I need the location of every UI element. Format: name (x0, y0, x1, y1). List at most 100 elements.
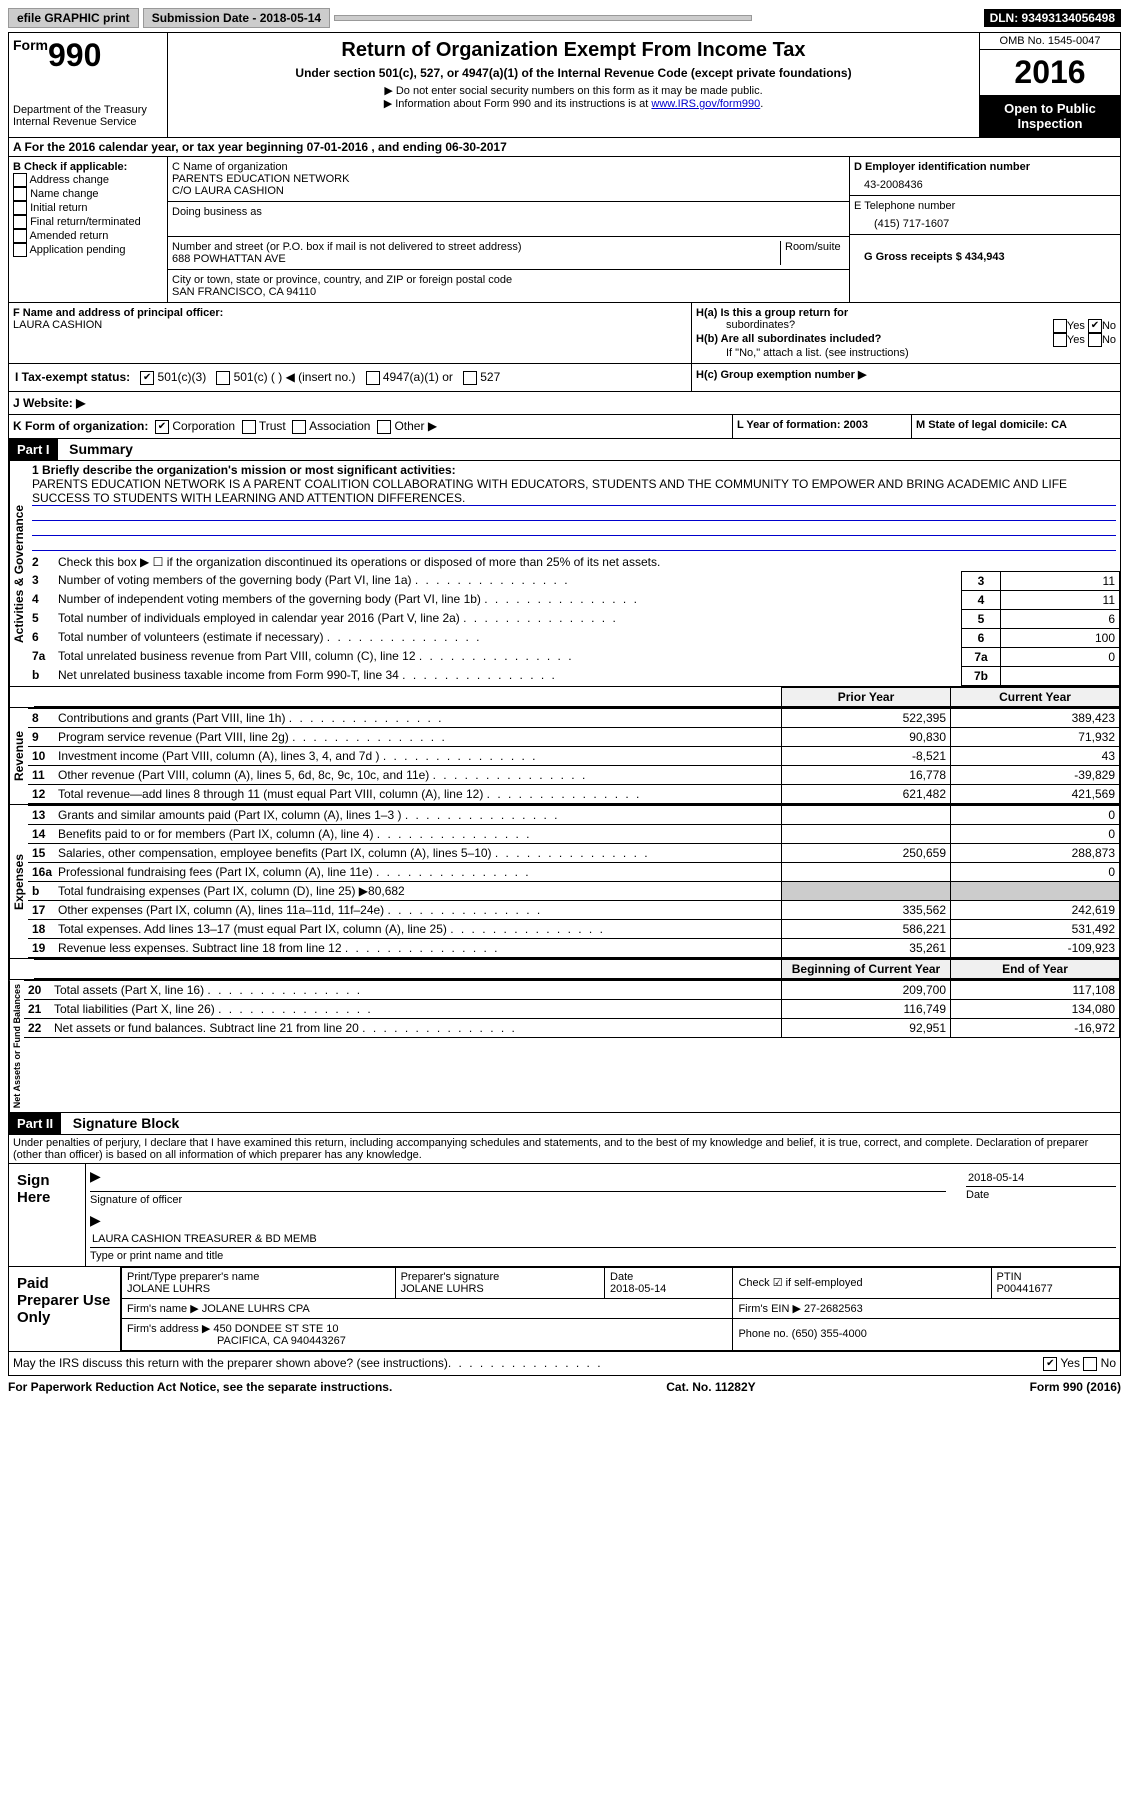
part1-bar: Part I Summary (8, 439, 1121, 461)
discuss-yes: Yes (1060, 1356, 1080, 1370)
chk-501c3[interactable]: ✔ (140, 371, 154, 385)
dba-label: Doing business as (168, 202, 849, 237)
lbl-501c3: 501(c)(3) (158, 370, 207, 384)
chk-hb-no[interactable] (1088, 333, 1102, 347)
chk-discuss-yes[interactable]: ✔ (1043, 1357, 1057, 1371)
dln-label: DLN: 93493134056498 (984, 9, 1121, 27)
chk-501c[interactable] (216, 371, 230, 385)
lbl-pending: Application pending (29, 244, 125, 256)
submission-btn[interactable]: Submission Date - 2018-05-14 (143, 8, 330, 28)
room-label: Room/suite (780, 241, 845, 265)
lbl-address: Address change (29, 174, 109, 186)
sign-here-block: Sign Here ▶Signature of officer 2018-05-… (8, 1164, 1121, 1267)
section-b: B Check if applicable: Address change Na… (9, 157, 168, 302)
prep-date: 2018-05-14 (610, 1283, 727, 1295)
org-name1: PARENTS EDUCATION NETWORK (172, 173, 845, 185)
discuss-text: May the IRS discuss this return with the… (13, 1356, 448, 1371)
penalty-text: Under penalties of perjury, I declare th… (8, 1135, 1121, 1164)
prep-name-lbl: Print/Type preparer's name (127, 1271, 390, 1283)
chk-4947[interactable] (366, 371, 380, 385)
ha-label: H(a) Is this a group return for (696, 307, 848, 319)
firm-addr-lbl: Firm's address ▶ (127, 1323, 210, 1335)
section-l: L Year of formation: 2003 (732, 415, 911, 438)
chk-ha-yes[interactable] (1053, 319, 1067, 333)
hb2-label: If "No," attach a list. (see instruction… (726, 347, 1116, 359)
lbl-other: Other ▶ (394, 419, 437, 433)
efile-btn[interactable]: efile GRAPHIC print (8, 8, 139, 28)
section-hc: H(c) Group exemption number ▶ (691, 364, 1120, 391)
dept-irs: Internal Revenue Service (13, 116, 163, 128)
form-note1: ▶ Do not enter social security numbers o… (174, 84, 973, 97)
form-ref: Form 990 (2016) (1030, 1380, 1121, 1394)
vlabel-revenue: Revenue (9, 708, 28, 804)
section-m: M State of legal domicile: CA (911, 415, 1120, 438)
chk-name[interactable] (13, 187, 27, 201)
form-subtitle: Under section 501(c), 527, or 4947(a)(1)… (174, 66, 973, 80)
lbl-527: 527 (480, 370, 500, 384)
tax-year: 2016 (980, 50, 1120, 95)
tax-status-label: I Tax-exempt status: (15, 370, 130, 384)
firm-name: JOLANE LUHRS CPA (202, 1303, 310, 1315)
firm-addr2: PACIFICA, CA 940443267 (217, 1335, 346, 1347)
section-j: J Website: ▶ (8, 392, 1121, 415)
firm-ein: 27-2682563 (804, 1303, 863, 1315)
sig-date: 2018-05-14 (966, 1170, 1116, 1187)
chk-initial[interactable] (13, 201, 27, 215)
section-f: F Name and address of principal officer:… (9, 303, 691, 363)
section-h: H(a) Is this a group return for subordin… (691, 303, 1120, 363)
part1-title: Summary (69, 441, 133, 457)
firm-name-lbl: Firm's name ▶ (127, 1303, 199, 1315)
lbl-amended: Amended return (29, 230, 108, 242)
type-name-label: Type or print name and title (90, 1250, 1116, 1262)
tel-label: E Telephone number (854, 200, 1116, 212)
chk-trust[interactable] (242, 420, 256, 434)
officer-label: F Name and address of principal officer: (13, 307, 687, 319)
city-label: City or town, state or province, country… (172, 274, 845, 286)
ha2-label: subordinates? (726, 319, 795, 333)
chk-hb-yes[interactable] (1053, 333, 1067, 347)
firm-ein-lbl: Firm's EIN ▶ (738, 1303, 801, 1315)
chk-address[interactable] (13, 173, 27, 187)
phone-lbl: Phone no. (738, 1328, 788, 1340)
form-number: 990 (48, 37, 101, 73)
lbl-no2: No (1102, 334, 1116, 346)
paperwork-notice: For Paperwork Reduction Act Notice, see … (8, 1380, 392, 1394)
irs-link[interactable]: www.IRS.gov/form990 (651, 98, 760, 110)
mission-text: PARENTS EDUCATION NETWORK IS A PARENT CO… (32, 477, 1116, 506)
officer-name: LAURA CASHION (13, 319, 687, 331)
discuss-row: May the IRS discuss this return with the… (8, 1352, 1121, 1376)
chk-discuss-no[interactable] (1083, 1357, 1097, 1371)
street-address: 688 POWHATTAN AVE (172, 253, 780, 265)
section-a: A For the 2016 calendar year, or tax yea… (8, 138, 1121, 157)
chk-ha-no[interactable]: ✔ (1088, 319, 1102, 333)
org-name-label: C Name of organization (172, 161, 845, 173)
form-title: Return of Organization Exempt From Incom… (174, 39, 973, 62)
city-value: SAN FRANCISCO, CA 94110 (172, 286, 845, 298)
paid-preparer-block: Paid Preparer Use Only Print/Type prepar… (8, 1267, 1121, 1352)
chk-corp[interactable]: ✔ (155, 420, 169, 434)
chk-assoc[interactable] (292, 420, 306, 434)
lbl-name: Name change (30, 188, 99, 200)
cat-number: Cat. No. 11282Y (666, 1380, 755, 1394)
spacer-btn (334, 15, 752, 21)
chk-pending[interactable] (13, 243, 27, 257)
officer-name-title: LAURA CASHION TREASURER & BD MEMB (90, 1231, 1116, 1248)
chk-final[interactable] (13, 215, 27, 229)
sig-officer-label: Signature of officer (90, 1194, 946, 1206)
prep-sig-lbl: Preparer's signature (401, 1271, 599, 1283)
part2-bar: Part II Signature Block (8, 1113, 1121, 1135)
org-name2: C/O LAURA CASHION (172, 185, 845, 197)
part2-header: Part II (9, 1113, 61, 1134)
section-b-title: B Check if applicable: (13, 161, 163, 173)
chk-527[interactable] (463, 371, 477, 385)
chk-other[interactable] (377, 420, 391, 434)
form-org-label: K Form of organization: (13, 419, 148, 433)
discuss-no: No (1101, 1356, 1116, 1370)
firm-addr1: 450 DONDEE ST STE 10 (213, 1323, 338, 1335)
lbl-initial: Initial return (30, 202, 87, 214)
prep-date-lbl: Date (610, 1271, 727, 1283)
col-current: Current Year (951, 687, 1120, 706)
hb-label: H(b) Are all subordinates included? (696, 333, 881, 347)
vlabel-expenses: Expenses (9, 805, 28, 958)
chk-amended[interactable] (13, 229, 27, 243)
